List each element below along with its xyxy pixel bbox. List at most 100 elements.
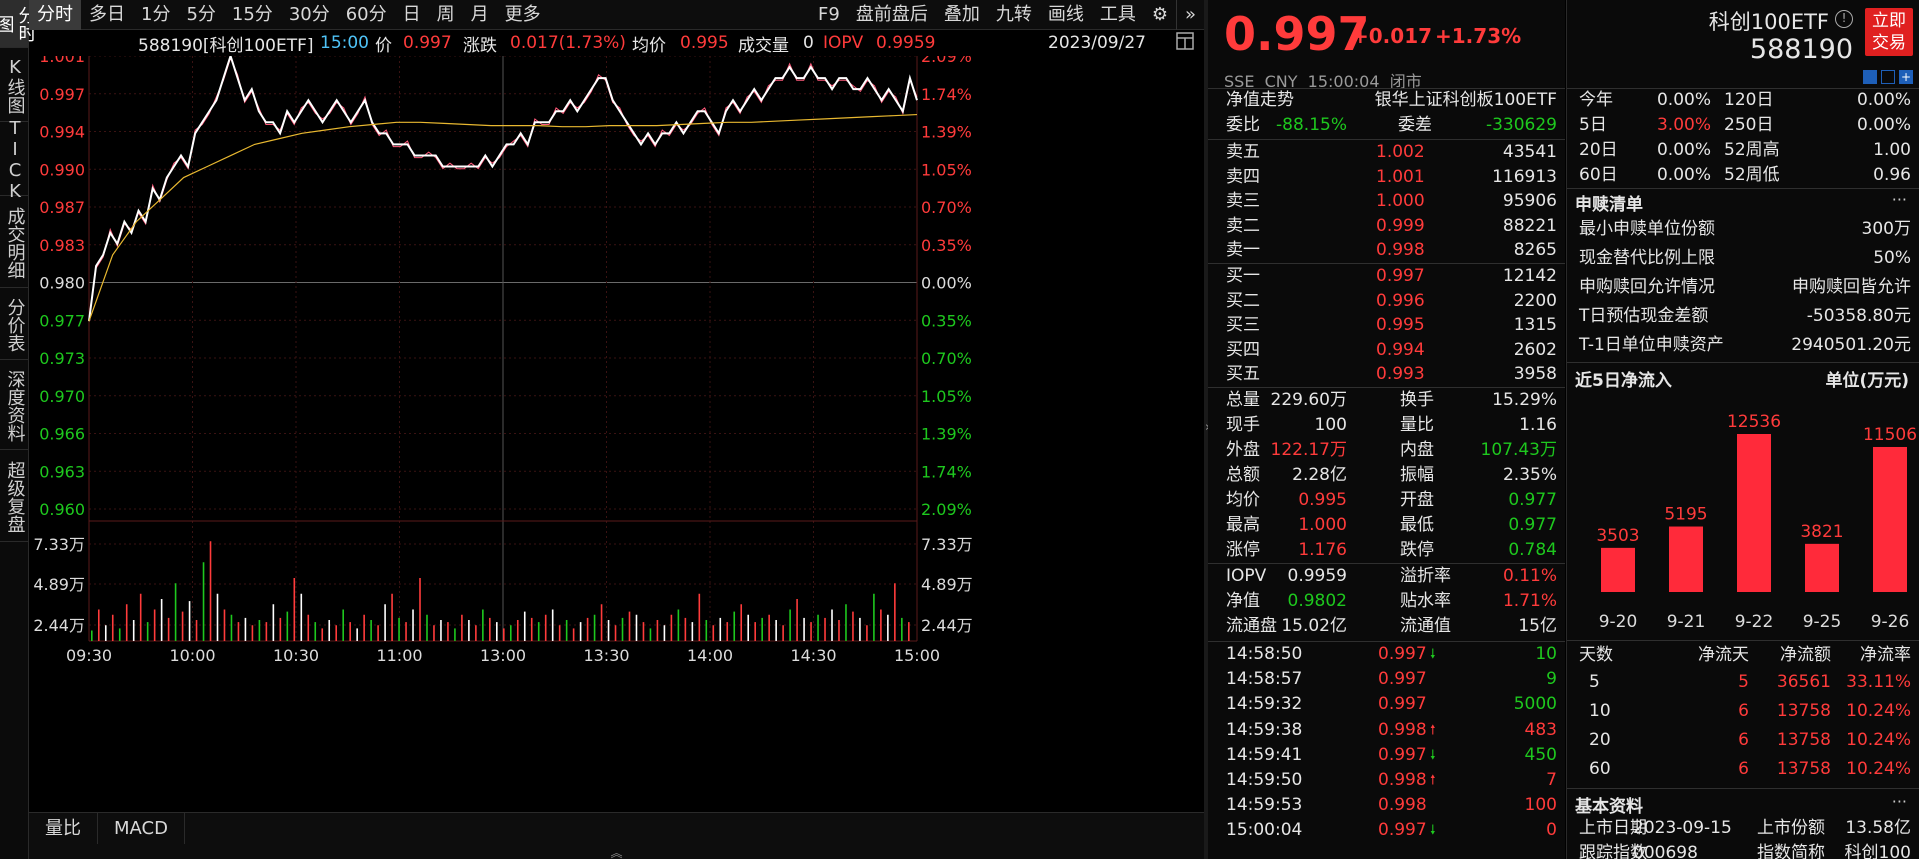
tick-volume: 0 xyxy=(1546,820,1557,841)
period-tab-1[interactable]: 多日 xyxy=(89,3,125,25)
tick-row[interactable]: 14:58:50 0.997 🠗 10 xyxy=(1208,642,1565,667)
tool-button-2[interactable]: 叠加 xyxy=(943,4,980,25)
rail-tab-0[interactable]: 分时图 xyxy=(0,0,37,48)
book-row[interactable]: 卖四 1.001 116913 xyxy=(1208,165,1565,190)
tool-button-0[interactable]: F9 xyxy=(818,4,840,25)
rail-tab-1[interactable]: K线图 xyxy=(0,50,29,122)
subscribe-label: 申购赎回允许情况 xyxy=(1579,277,1715,297)
tick-row[interactable]: 14:59:41 0.997 🠗 450 xyxy=(1208,743,1565,768)
period-toolbar: 分时 多日 1分 5分 15分 30分 60分日周月更多 F9 盘前盘后 叠加 九转 画线 工具 ⚙ » xyxy=(29,0,1204,30)
period-tab-9[interactable]: 月 xyxy=(470,3,489,25)
expand-up-icon[interactable]: ︽ xyxy=(610,846,623,859)
stat-row: 总额 2.28亿 振幅 2.35% xyxy=(1208,463,1565,488)
nav-row[interactable]: 净值走势 银华上证科创板100ETF xyxy=(1208,88,1565,113)
book-row[interactable]: 卖五 1.002 43541 xyxy=(1208,140,1565,165)
volume-bar xyxy=(530,617,533,641)
book-row[interactable]: 买五 0.993 3958 xyxy=(1208,362,1565,387)
nav-label[interactable]: 净值走势 xyxy=(1226,90,1294,110)
panel-divider[interactable] xyxy=(1204,0,1208,859)
period-tab-10[interactable]: 更多 xyxy=(504,3,541,25)
rail-tab-6[interactable]: 超级复盘 xyxy=(0,452,29,542)
subscribe-more[interactable]: ··· xyxy=(1891,190,1907,209)
perf-label-2: 250日 xyxy=(1724,115,1774,135)
volume-bar xyxy=(628,611,631,641)
rail-tab-5[interactable]: 深度资料 xyxy=(0,362,29,450)
tick-row[interactable]: 14:59:50 0.998 🠕 7 xyxy=(1208,768,1565,793)
volume-bar xyxy=(509,625,512,641)
trade-now-button[interactable]: 立即 交易 xyxy=(1865,8,1913,56)
basic-label: 跟踪指数 xyxy=(1579,843,1647,859)
stat-label-2: 换手 xyxy=(1400,390,1434,410)
volume-bar xyxy=(796,599,798,641)
period-tab-3[interactable]: 5分 xyxy=(186,3,216,25)
indicator-tab-0[interactable]: 量比 xyxy=(29,813,98,844)
volume-bar xyxy=(565,620,568,641)
time-tick-label: 15:00 xyxy=(894,646,940,665)
volume-bar xyxy=(663,625,666,641)
pct-tick-label: 1.39% xyxy=(921,425,972,444)
tick-row[interactable]: 15:00:04 0.997 🠗 0 xyxy=(1208,818,1565,843)
expand-bar[interactable]: ︽ xyxy=(29,844,1204,859)
book-row[interactable]: 卖一 0.998 8265 xyxy=(1208,238,1565,263)
stat-label-2: 最低 xyxy=(1400,515,1434,535)
tick-row[interactable]: 14:59:38 0.998 🠕 483 xyxy=(1208,718,1565,743)
period-tab-4[interactable]: 15分 xyxy=(231,3,273,25)
perf-label: 5日 xyxy=(1579,115,1607,135)
rail-tab-4[interactable]: 分价表 xyxy=(0,290,29,360)
stat-row: 现手 100 量比 1.16 xyxy=(1208,413,1565,438)
volume-bar xyxy=(237,622,240,641)
tick-row[interactable]: 14:59:32 0.997 5000 xyxy=(1208,692,1565,717)
book-row[interactable]: 买四 0.994 2602 xyxy=(1208,338,1565,363)
stat-value-2: 1.16 xyxy=(1519,415,1557,435)
volume-bar xyxy=(782,625,784,641)
book-row[interactable]: 买一 0.997 12142 xyxy=(1208,264,1565,289)
volume-bar xyxy=(286,611,289,641)
layout-toggle-icon[interactable] xyxy=(1176,32,1194,50)
tick-row[interactable]: 14:58:57 0.997 9 xyxy=(1208,667,1565,692)
edit-icon[interactable] xyxy=(1863,70,1877,84)
price-tick-label: 0.970 xyxy=(39,387,85,406)
volume-bar xyxy=(503,628,505,641)
rail-tab-3[interactable]: 成交明细 xyxy=(0,198,29,288)
period-tab-5[interactable]: 30分 xyxy=(288,3,330,25)
tick-time: 14:59:41 xyxy=(1226,744,1303,765)
tool-button-5[interactable]: 工具 xyxy=(1099,4,1136,25)
tick-row[interactable]: 14:59:53 0.998 100 xyxy=(1208,793,1565,818)
tool-button-1[interactable]: 盘前盘后 xyxy=(855,4,928,25)
time-tick-label: 13:30 xyxy=(583,646,629,665)
volume-bar xyxy=(97,609,100,641)
flow-header-cell: 净流天 xyxy=(1698,645,1749,665)
volume-bar xyxy=(300,593,303,641)
flow-header-cell: 净流额 xyxy=(1780,645,1831,665)
info-iopv: 0.9959 xyxy=(876,33,936,53)
basic-more[interactable]: ··· xyxy=(1891,792,1907,811)
rail-tab-2[interactable]: TICK xyxy=(0,118,29,202)
book-row[interactable]: 卖三 1.000 95906 xyxy=(1208,189,1565,214)
double-chevron-right-icon[interactable]: » xyxy=(1175,0,1204,30)
price-tick-label: 0.994 xyxy=(39,123,85,142)
period-tab-2[interactable]: 1分 xyxy=(141,3,171,25)
book-row[interactable]: 买二 0.996 2200 xyxy=(1208,289,1565,314)
window-icon[interactable] xyxy=(1881,70,1895,84)
period-tab-6[interactable]: 60分 xyxy=(345,3,387,25)
flow-cell: 5 xyxy=(1738,672,1749,692)
gear-icon[interactable]: ⚙ xyxy=(1151,4,1168,25)
period-tab-0[interactable]: 分时 xyxy=(29,0,81,30)
tool-button-4[interactable]: 画线 xyxy=(1047,4,1084,25)
flow-cell: 6 xyxy=(1738,759,1749,779)
book-row[interactable]: 买三 0.995 1315 xyxy=(1208,313,1565,338)
volume-bar xyxy=(866,625,868,641)
netflow-value-label: 3821 xyxy=(1800,522,1843,542)
indicator-tab-1[interactable]: MACD xyxy=(98,813,185,844)
volume-bar xyxy=(824,617,826,641)
subscribe-label: 最小申赎单位份额 xyxy=(1579,219,1715,239)
period-tab-7[interactable]: 日 xyxy=(402,3,421,25)
index-name: 银华上证科创板100ETF xyxy=(1374,90,1557,110)
book-row[interactable]: 卖二 0.999 88221 xyxy=(1208,214,1565,239)
book-price: 1.002 xyxy=(1376,142,1425,162)
add-icon[interactable]: + xyxy=(1899,70,1913,84)
info-circle-icon[interactable]: ! xyxy=(1835,10,1853,28)
tool-button-3[interactable]: 九转 xyxy=(995,4,1032,25)
intraday-chart[interactable]: 1.001 2.09% 0.997 1.74% 0.994 1.39% 0.990 1.05%… xyxy=(29,56,1204,812)
period-tab-8[interactable]: 周 xyxy=(436,3,455,25)
